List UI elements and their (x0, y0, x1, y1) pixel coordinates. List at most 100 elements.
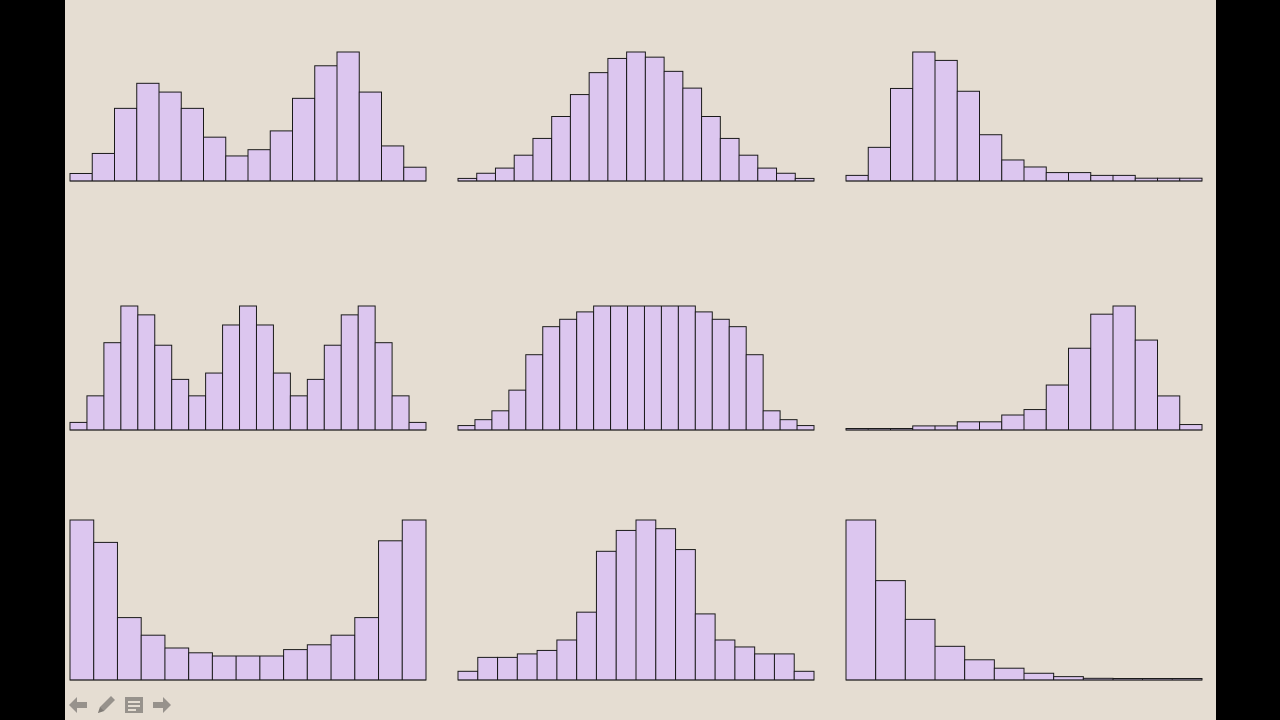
histogram-bar (675, 549, 696, 681)
histogram-bar (776, 172, 796, 182)
histogram-bar (474, 419, 493, 431)
histogram-1 (69, 51, 427, 182)
histogram-bar (663, 70, 684, 182)
histogram-bar (259, 655, 285, 681)
histogram-bar (904, 618, 936, 681)
histogram-bar (793, 670, 815, 681)
histogram-bar (875, 580, 906, 681)
previous-slide-button[interactable] (66, 693, 90, 717)
histogram-bar (225, 155, 249, 182)
histogram-bar (401, 519, 427, 681)
histogram-bar (477, 656, 499, 681)
histogram-bar (956, 90, 980, 182)
histogram-bar (306, 378, 325, 431)
histogram-bar (1134, 339, 1158, 431)
histogram-bar (340, 314, 359, 431)
histogram-4 (69, 305, 427, 431)
histogram-bar (154, 344, 173, 431)
histogram-bar (86, 395, 105, 431)
histogram-bar (457, 670, 479, 681)
histogram-bar (588, 72, 609, 182)
histogram-bar (205, 372, 224, 431)
histogram-bar (738, 154, 759, 182)
histogram-bar (140, 634, 166, 681)
histogram-bar (559, 318, 578, 431)
histogram-bar (330, 634, 356, 681)
histogram-bar (408, 421, 427, 431)
histogram-bar (593, 305, 612, 431)
histogram-bar (694, 311, 713, 431)
histogram-bar (627, 305, 645, 431)
histogram-bar (239, 305, 257, 431)
histogram-bar (643, 305, 662, 431)
slide-menu-icon (125, 697, 143, 713)
histogram-bar (867, 146, 891, 182)
histogram-bar (188, 395, 207, 431)
histogram-bar (964, 659, 995, 681)
histogram-9 (845, 519, 1203, 681)
histogram-7 (69, 519, 427, 681)
slide-toolbar (66, 692, 174, 718)
next-slide-button[interactable] (150, 693, 174, 717)
histogram-bar (69, 172, 93, 182)
histogram-bar (754, 653, 775, 681)
histogram-bar (607, 57, 628, 182)
histogram-bar (1157, 395, 1181, 431)
histogram-bar (595, 550, 617, 681)
histogram-bar (1090, 174, 1114, 182)
histogram-bar (569, 94, 590, 182)
histogram-bar (374, 342, 393, 431)
histogram-bar (93, 541, 118, 681)
histogram-bar (845, 519, 877, 681)
histogram-bar (211, 655, 237, 681)
histogram-bar (610, 305, 629, 431)
histogram-bar (516, 653, 538, 681)
histogram-bar (255, 324, 274, 431)
histogram-3 (845, 51, 1203, 182)
histogram-bar (979, 421, 1003, 431)
arrow-right-icon (153, 697, 171, 713)
histogram-bar (69, 519, 95, 681)
histogram-bar (682, 87, 703, 182)
histogram-5 (457, 305, 815, 431)
histogram-bar (188, 652, 213, 681)
histogram-bar (164, 647, 190, 681)
histogram-bar (381, 145, 405, 182)
histogram-bar (542, 326, 561, 431)
histogram-bar (306, 644, 332, 681)
histogram-bar (719, 137, 740, 182)
histogram-bar (655, 528, 677, 681)
slide-menu-button[interactable] (122, 693, 146, 717)
histogram-bar (1090, 313, 1114, 431)
histogram-bar (289, 395, 308, 431)
histogram-bar (1179, 424, 1203, 431)
histogram-bar (532, 137, 553, 182)
histogram-bar (269, 130, 293, 182)
histogram-bar (1068, 347, 1092, 431)
histogram-bar (497, 656, 518, 681)
histogram-bar (103, 342, 122, 431)
histogram-bar (283, 649, 308, 681)
histogram-bar (576, 311, 595, 431)
histogram-bar (203, 136, 227, 182)
histogram-bar (1112, 174, 1136, 182)
pen-tool-button[interactable] (94, 693, 118, 717)
histogram-bar (551, 116, 571, 182)
histogram-bar (1001, 159, 1025, 182)
histogram-bar (956, 421, 980, 431)
histogram-bar (677, 305, 696, 431)
histogram-bar (292, 97, 316, 182)
histogram-bar (525, 354, 544, 431)
histogram-bar (1045, 172, 1069, 182)
histogram-bar (91, 152, 115, 182)
histogram-6 (845, 305, 1203, 431)
histogram-bar (136, 82, 160, 182)
histogram-8 (457, 519, 815, 681)
histogram-bar (476, 172, 496, 182)
histogram-bar (235, 655, 261, 681)
histogram-bar (120, 305, 139, 431)
histogram-bar (354, 617, 380, 681)
histogram-bar (796, 425, 815, 431)
histogram-bar (536, 649, 558, 681)
